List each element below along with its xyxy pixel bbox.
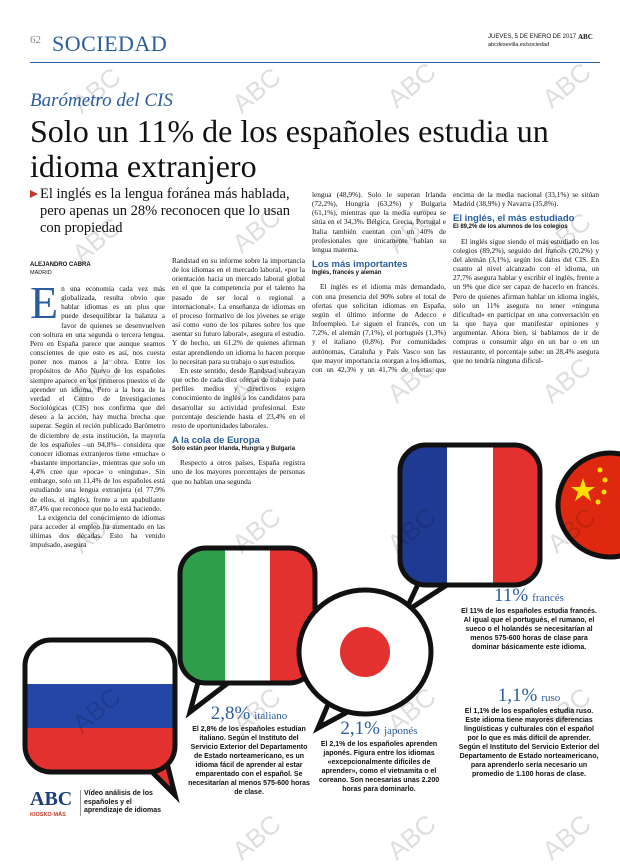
flag-japan	[296, 587, 434, 734]
stat-japanese: 2,1% japonés El 2,1% de los españoles ap…	[318, 718, 440, 794]
subsection-title: El inglés, el más estudiado	[453, 213, 575, 225]
subsection-title: A la cola de Europa	[172, 434, 260, 446]
paragraph: En este sentido, desde Randstad subrayan…	[172, 365, 305, 430]
stat-russian: 1,1% ruso El 1,1% de los españoles estud…	[458, 685, 600, 779]
stat-value: 1,1%	[497, 685, 538, 706]
footer-kiosko: KIOSKO·MÁS	[30, 812, 66, 818]
page: 62 SOCIEDAD JUEVES, 5 DE ENERO DE 2017 A…	[22, 31, 620, 866]
kicker: Barómetro del CIS	[30, 90, 173, 111]
stat-text: El 2,8% de los españoles estudian italia…	[188, 726, 310, 796]
column-2: Randstad en su informe sobre la importan…	[172, 256, 305, 546]
footer-video: Vídeo análisis de los españoles y el apr…	[80, 790, 164, 816]
paragraph: El inglés sigue siendo el más estudiado …	[453, 236, 599, 365]
byline-place: MADRID	[30, 270, 52, 276]
stat-language: ruso	[541, 692, 561, 704]
stat-language: italiano	[254, 710, 288, 722]
stat-text: El 1,1% de los españoles estudia ruso. E…	[458, 708, 600, 778]
column-1: E n una economía cada vez más globalizad…	[30, 284, 165, 584]
page-number: 62	[30, 34, 41, 46]
flag-italy	[177, 545, 318, 719]
flag-china	[555, 450, 620, 560]
stat-french: 11% francés El 11% de los españoles estu…	[458, 585, 600, 652]
stat-value: 2,1%	[340, 718, 380, 739]
paragraph: encima de la media nacional (33,1%) se s…	[453, 190, 599, 209]
byline-author: ALEJANDRO CABRA	[30, 262, 91, 268]
paragraph: El inglés es el idioma más demandado, co…	[312, 282, 446, 375]
paragraph: Respecto a otros países, España registra…	[172, 458, 305, 486]
stat-italian: 2,8% italiano El 2,8% de los españoles e…	[188, 703, 310, 797]
date: JUEVES, 5 DE ENERO DE 2017	[488, 34, 577, 40]
paragraph: n una economía cada vez más globalizada,…	[30, 284, 165, 513]
flag-france	[397, 442, 543, 619]
paragraph: Randstad en su informe sobre la importan…	[172, 256, 305, 366]
stat-language: japonés	[383, 725, 418, 737]
column-4: encima de la media nacional (33,1%) se s…	[453, 190, 599, 425]
subsection-title: Los más importantes	[312, 259, 408, 271]
drop-cap: E	[30, 284, 59, 328]
stat-text: El 11% de los españoles estudia francés.…	[461, 608, 597, 651]
stat-text: El 2,1% de los españoles aprenden japoné…	[318, 741, 440, 793]
flag-illustrations	[22, 442, 620, 804]
subsection-subtitle: Solo están peor Irlanda, Hungría y Bulga…	[172, 446, 296, 453]
footer-logo: ABC	[30, 788, 73, 810]
subhead-marker	[30, 190, 38, 198]
column-3: lengua (48,9%). Solo le superan Irlanda …	[312, 190, 446, 375]
stat-language: francés	[532, 592, 564, 604]
paragraph: lengua (48,9%). Solo le superan Irlanda …	[312, 190, 446, 254]
stat-value: 2,8%	[210, 703, 251, 724]
header-rule	[30, 62, 600, 63]
stat-value: 11%	[494, 585, 529, 606]
flag-russia	[22, 637, 180, 804]
url: abcdesevilla.es/sociedad	[488, 42, 550, 48]
headline: Solo un 11% de los españoles estudia un …	[30, 113, 549, 184]
subsection-subtitle: El 89,2% de los alumnos de los colegios	[453, 224, 568, 231]
paragraph: La exigencia del conocimiento de idiomas…	[30, 512, 165, 550]
section-name: SOCIEDAD	[52, 31, 168, 56]
brand: ABC	[578, 33, 593, 41]
subsection-subtitle: Inglés, francés y alemán	[312, 270, 382, 277]
subhead: El inglés es la lengua foránea más habla…	[40, 186, 291, 236]
